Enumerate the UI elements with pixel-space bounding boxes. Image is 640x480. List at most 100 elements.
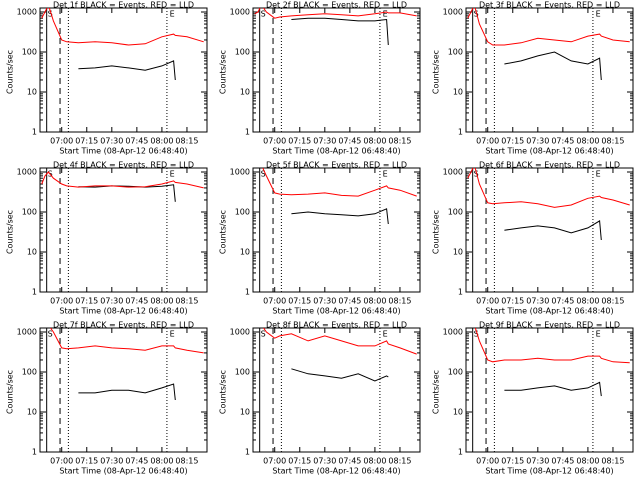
y-tick-label: 100 bbox=[22, 368, 37, 377]
annotation: S bbox=[474, 170, 479, 179]
y-tick-label: 1 bbox=[245, 448, 250, 457]
annotation: E bbox=[383, 170, 388, 179]
x-tick-label: 07:00 bbox=[50, 297, 73, 306]
y-tick-label: 10 bbox=[27, 408, 37, 417]
series-line bbox=[504, 51, 602, 81]
y-tick-label: 1 bbox=[458, 128, 463, 137]
panel: Det 2f BLACK = Events, RED = LLD Start Ti… bbox=[219, 1, 421, 156]
x-axis-label: Start Time (08-Apr-12 06:48:40) bbox=[485, 307, 613, 316]
annotation: S bbox=[474, 10, 479, 19]
x-tick-label: 08:15 bbox=[601, 137, 624, 146]
panel-title: Det 3f BLACK = Events, RED = LLD bbox=[479, 1, 620, 10]
x-tick-label: 07:00 bbox=[476, 297, 499, 306]
x-tick-label: 07:00 bbox=[476, 457, 499, 466]
x-tick-label: 07:00 bbox=[263, 137, 286, 146]
x-tick-label: 08:15 bbox=[175, 297, 198, 306]
x-axis-label: Start Time (08-Apr-12 06:48:40) bbox=[272, 147, 400, 156]
y-tick-label: 1 bbox=[458, 448, 463, 457]
y-tick-label: 100 bbox=[22, 48, 37, 57]
panel: Det 1f BLACK = Events, RED = LLD Start Ti… bbox=[6, 1, 208, 156]
series-line bbox=[504, 381, 602, 397]
y-tick-label: 10 bbox=[453, 408, 463, 417]
x-tick-label: 08:15 bbox=[601, 297, 624, 306]
annotation: S bbox=[261, 10, 266, 19]
x-tick-label: 07:45 bbox=[125, 297, 148, 306]
x-tick-label: 07:45 bbox=[125, 137, 148, 146]
y-tick-label: 100 bbox=[235, 368, 250, 377]
x-axis-label: Start Time (08-Apr-12 06:48:40) bbox=[59, 467, 187, 476]
panel-title: Det 5f BLACK = Events, RED = LLD bbox=[266, 161, 407, 170]
x-tick-label: 08:00 bbox=[363, 297, 386, 306]
x-tick-label: 08:00 bbox=[576, 457, 599, 466]
y-tick-label: 1 bbox=[245, 128, 250, 137]
x-tick-label: 07:00 bbox=[50, 457, 73, 466]
x-tick-label: 08:00 bbox=[576, 137, 599, 146]
x-tick-label: 08:00 bbox=[363, 457, 386, 466]
x-tick-label: 08:00 bbox=[363, 137, 386, 146]
plot-frame bbox=[252, 167, 421, 293]
y-tick-label: 1 bbox=[32, 448, 37, 457]
x-tick-label: 07:30 bbox=[100, 137, 123, 146]
y-tick-label: 1000 bbox=[230, 328, 250, 337]
x-tick-label: 07:00 bbox=[50, 137, 73, 146]
series-line bbox=[49, 328, 204, 354]
panel-title: Det 9f BLACK = Events, RED = LLD bbox=[479, 321, 620, 330]
x-tick-label: 07:45 bbox=[338, 457, 361, 466]
series-line bbox=[78, 60, 176, 81]
y-tick-label: 10 bbox=[453, 88, 463, 97]
y-tick-label: 1 bbox=[32, 288, 37, 297]
y-tick-label: 1000 bbox=[443, 8, 463, 17]
y-tick-label: 1000 bbox=[230, 168, 250, 177]
y-axis-label: Counts/sec bbox=[219, 370, 228, 414]
series-line bbox=[78, 383, 176, 401]
annotation: S bbox=[261, 330, 266, 339]
panel-title: Det 8f BLACK = Events, RED = LLD bbox=[266, 321, 407, 330]
x-tick-label: 07:15 bbox=[75, 297, 98, 306]
panel: Det 8f BLACK = Events, RED = LLD Start Ti… bbox=[219, 321, 421, 476]
x-tick-label: 08:00 bbox=[150, 457, 173, 466]
y-tick-label: 1000 bbox=[230, 8, 250, 17]
y-tick-label: 10 bbox=[240, 408, 250, 417]
panel: Det 3f BLACK = Events, RED = LLD Start Ti… bbox=[432, 1, 634, 156]
x-axis-label: Start Time (08-Apr-12 06:48:40) bbox=[272, 307, 400, 316]
x-tick-label: 07:45 bbox=[551, 137, 574, 146]
plot-frame bbox=[465, 167, 634, 293]
plot-frame bbox=[465, 7, 634, 133]
series-line bbox=[291, 368, 389, 382]
x-tick-label: 07:45 bbox=[551, 297, 574, 306]
panel: Det 4f BLACK = Events, RED = LLD Start Ti… bbox=[6, 161, 208, 316]
panel: Det 6f BLACK = Events, RED = LLD Start Ti… bbox=[432, 161, 634, 316]
x-tick-label: 07:30 bbox=[526, 297, 549, 306]
annotation: E bbox=[596, 10, 601, 19]
y-axis-label: Counts/sec bbox=[432, 50, 441, 94]
x-tick-label: 07:30 bbox=[526, 137, 549, 146]
series-line bbox=[41, 8, 204, 46]
x-axis-label: Start Time (08-Apr-12 06:48:40) bbox=[59, 147, 187, 156]
panel: Det 9f BLACK = Events, RED = LLD Start Ti… bbox=[432, 321, 634, 476]
y-tick-label: 10 bbox=[453, 248, 463, 257]
x-tick-label: 08:15 bbox=[601, 457, 624, 466]
y-axis-label: Counts/sec bbox=[6, 210, 15, 254]
y-axis-label: Counts/sec bbox=[432, 210, 441, 254]
y-tick-label: 100 bbox=[448, 368, 463, 377]
plot-frame bbox=[39, 167, 208, 293]
x-axis-label: Start Time (08-Apr-12 06:48:40) bbox=[485, 467, 613, 476]
plot-frame bbox=[39, 7, 208, 133]
plot-frame bbox=[252, 7, 421, 133]
x-axis-label: Start Time (08-Apr-12 06:48:40) bbox=[485, 147, 613, 156]
series-line bbox=[262, 168, 417, 197]
x-tick-label: 08:00 bbox=[150, 297, 173, 306]
y-tick-label: 100 bbox=[448, 48, 463, 57]
x-tick-label: 07:15 bbox=[288, 137, 311, 146]
x-tick-label: 07:15 bbox=[501, 297, 524, 306]
panel-title: Det 2f BLACK = Events, RED = LLD bbox=[266, 1, 407, 10]
annotation: S bbox=[474, 330, 479, 339]
x-tick-label: 07:30 bbox=[313, 137, 336, 146]
y-tick-label: 1 bbox=[458, 288, 463, 297]
plot-frame bbox=[39, 327, 208, 453]
y-axis-label: Counts/sec bbox=[219, 50, 228, 94]
y-axis-label: Counts/sec bbox=[219, 210, 228, 254]
annotation: E bbox=[383, 10, 388, 19]
x-tick-label: 08:15 bbox=[388, 457, 411, 466]
x-tick-label: 07:45 bbox=[551, 457, 574, 466]
